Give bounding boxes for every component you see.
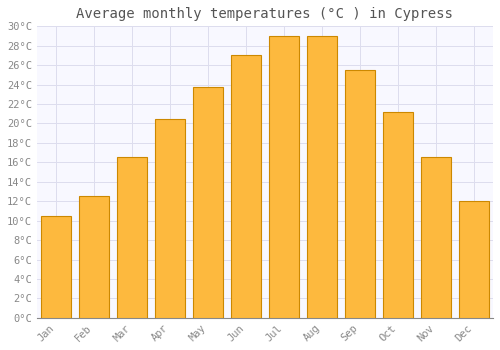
Bar [117, 158, 146, 318]
Bar [269, 36, 299, 318]
Bar [459, 201, 489, 318]
Bar [421, 158, 451, 318]
Bar [231, 55, 260, 318]
Bar [307, 36, 337, 318]
Bar [193, 86, 222, 318]
Bar [383, 112, 413, 318]
Bar [79, 196, 108, 318]
Bar [41, 216, 70, 318]
Bar [345, 70, 375, 318]
Bar [155, 119, 184, 318]
Title: Average monthly temperatures (°C ) in Cypress: Average monthly temperatures (°C ) in Cy… [76, 7, 454, 21]
